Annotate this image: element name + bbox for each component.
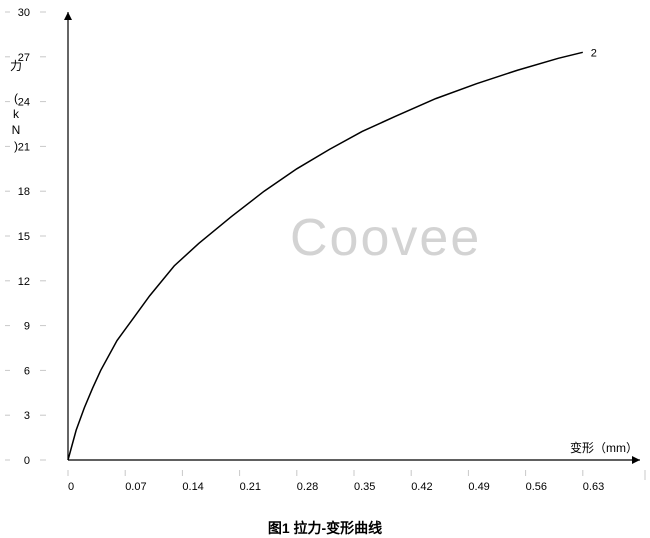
svg-text:18: 18: [18, 186, 30, 198]
svg-text:0.14: 0.14: [182, 481, 203, 490]
svg-text:0.42: 0.42: [411, 481, 432, 490]
svg-text:2: 2: [591, 47, 597, 59]
svg-text:0: 0: [68, 481, 74, 490]
svg-text:12: 12: [18, 276, 30, 288]
svg-text:0.56: 0.56: [526, 481, 547, 490]
svg-text:9: 9: [24, 321, 30, 333]
svg-text:15: 15: [18, 231, 30, 243]
svg-text:0.07: 0.07: [125, 481, 146, 490]
svg-text:0: 0: [24, 455, 30, 467]
svg-text:6: 6: [24, 365, 30, 377]
svg-text:(: (: [14, 91, 18, 105]
tension-deformation-chart: 03691215182124273000.070.140.210.280.350…: [0, 0, 650, 490]
svg-text:24: 24: [18, 97, 30, 109]
svg-text:0.63: 0.63: [583, 481, 604, 490]
svg-text:3: 3: [24, 410, 30, 422]
svg-text:力: 力: [10, 59, 22, 73]
chart-container: 03691215182124273000.070.140.210.280.350…: [0, 0, 650, 514]
svg-text:30: 30: [18, 7, 30, 19]
svg-text:N: N: [12, 123, 21, 137]
svg-text:21: 21: [18, 141, 30, 153]
chart-caption: 图1 拉力-变形曲线: [0, 518, 650, 538]
svg-text:0.49: 0.49: [468, 481, 489, 490]
svg-text:0.28: 0.28: [297, 481, 318, 490]
svg-text:0.21: 0.21: [240, 481, 261, 490]
svg-text:): ): [14, 139, 18, 153]
svg-text:k: k: [13, 107, 20, 121]
svg-text:变形（mm）: 变形（mm）: [570, 440, 638, 455]
svg-text:0.35: 0.35: [354, 481, 375, 490]
